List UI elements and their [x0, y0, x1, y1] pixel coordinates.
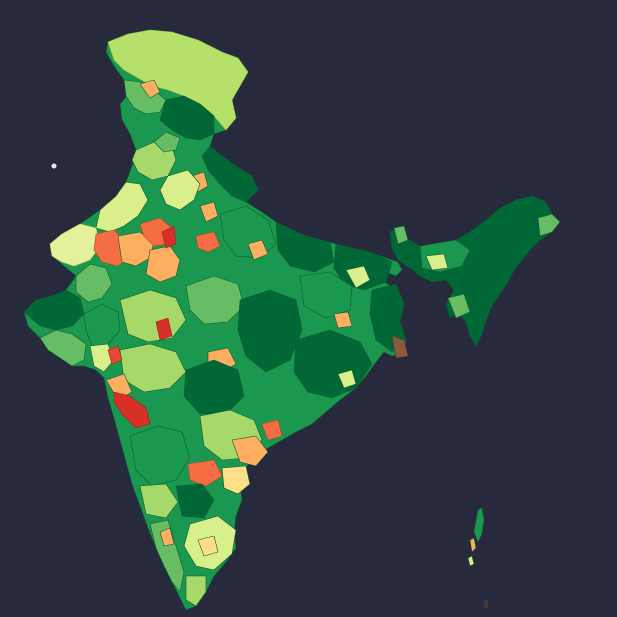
district-up-orange[interactable]: [247, 239, 269, 261]
nicobar-islands[interactable]: [467, 555, 475, 567]
district-kutch[interactable]: [23, 289, 85, 331]
district-telangana-orange[interactable]: [231, 435, 269, 467]
district-sikkim[interactable]: [393, 225, 409, 245]
district-rajasthan-east-orange[interactable]: [195, 231, 221, 253]
district-karnataka-light[interactable]: [139, 483, 179, 519]
andaman-islands[interactable]: [473, 507, 485, 543]
district-kerala-orange[interactable]: [159, 527, 175, 547]
district-punjab-b[interactable]: [153, 131, 181, 153]
district-jharkhand[interactable]: [299, 271, 353, 319]
district-haryana[interactable]: [159, 169, 201, 211]
district-mp-central[interactable]: [185, 275, 245, 325]
district-assam-light[interactable]: [425, 253, 449, 271]
district-himachal[interactable]: [159, 95, 215, 141]
northeast-india-region[interactable]: [389, 195, 561, 347]
nicobar-islands-south[interactable]: [483, 599, 489, 609]
district-west-bengal[interactable]: [369, 283, 407, 353]
district-west-bengal-orange[interactable]: [333, 311, 353, 329]
district-kerala[interactable]: [149, 519, 185, 593]
district-andhra-light[interactable]: [221, 465, 251, 495]
district-maharashtra-red-b[interactable]: [107, 345, 123, 365]
district-delhi-orange[interactable]: [199, 201, 219, 223]
district-uttar-pradesh-east[interactable]: [275, 221, 335, 273]
district-meghalaya[interactable]: [447, 293, 471, 319]
district-saurashtra[interactable]: [39, 329, 87, 367]
district-arunachal-light[interactable]: [537, 213, 561, 237]
district-sundarbans[interactable]: [391, 335, 409, 359]
district-ladakh[interactable]: [107, 29, 249, 131]
district-karnataka-dark[interactable]: [175, 483, 215, 519]
district-barmer[interactable]: [75, 263, 113, 303]
andaman-islands-south[interactable]: [469, 537, 477, 553]
district-karnataka[interactable]: [129, 425, 191, 487]
district-tamil-nadu-orange[interactable]: [197, 535, 219, 557]
district-andhra-red[interactable]: [187, 459, 223, 487]
district-uttarakhand[interactable]: [201, 145, 259, 203]
district-mp-red[interactable]: [155, 317, 173, 341]
district-rajasthan-red[interactable]: [161, 225, 177, 249]
district-kashmir-orange[interactable]: [139, 79, 161, 99]
district-polygons: [23, 29, 561, 607]
district-maharashtra-east[interactable]: [183, 359, 245, 415]
district-tamil-nadu-south[interactable]: [185, 575, 207, 607]
selection-marker[interactable]: [51, 163, 57, 169]
district-bihar-light[interactable]: [345, 265, 371, 289]
district-rajasthan-far-west[interactable]: [49, 223, 101, 267]
district-rajasthan-northwest[interactable]: [95, 181, 149, 233]
district-odisha-light[interactable]: [337, 369, 357, 389]
district-chhattisgarh[interactable]: [237, 289, 303, 373]
district-andhra-orange[interactable]: [261, 419, 283, 441]
district-gujarat-east[interactable]: [83, 303, 121, 347]
district-maharashtra-red[interactable]: [113, 391, 151, 429]
